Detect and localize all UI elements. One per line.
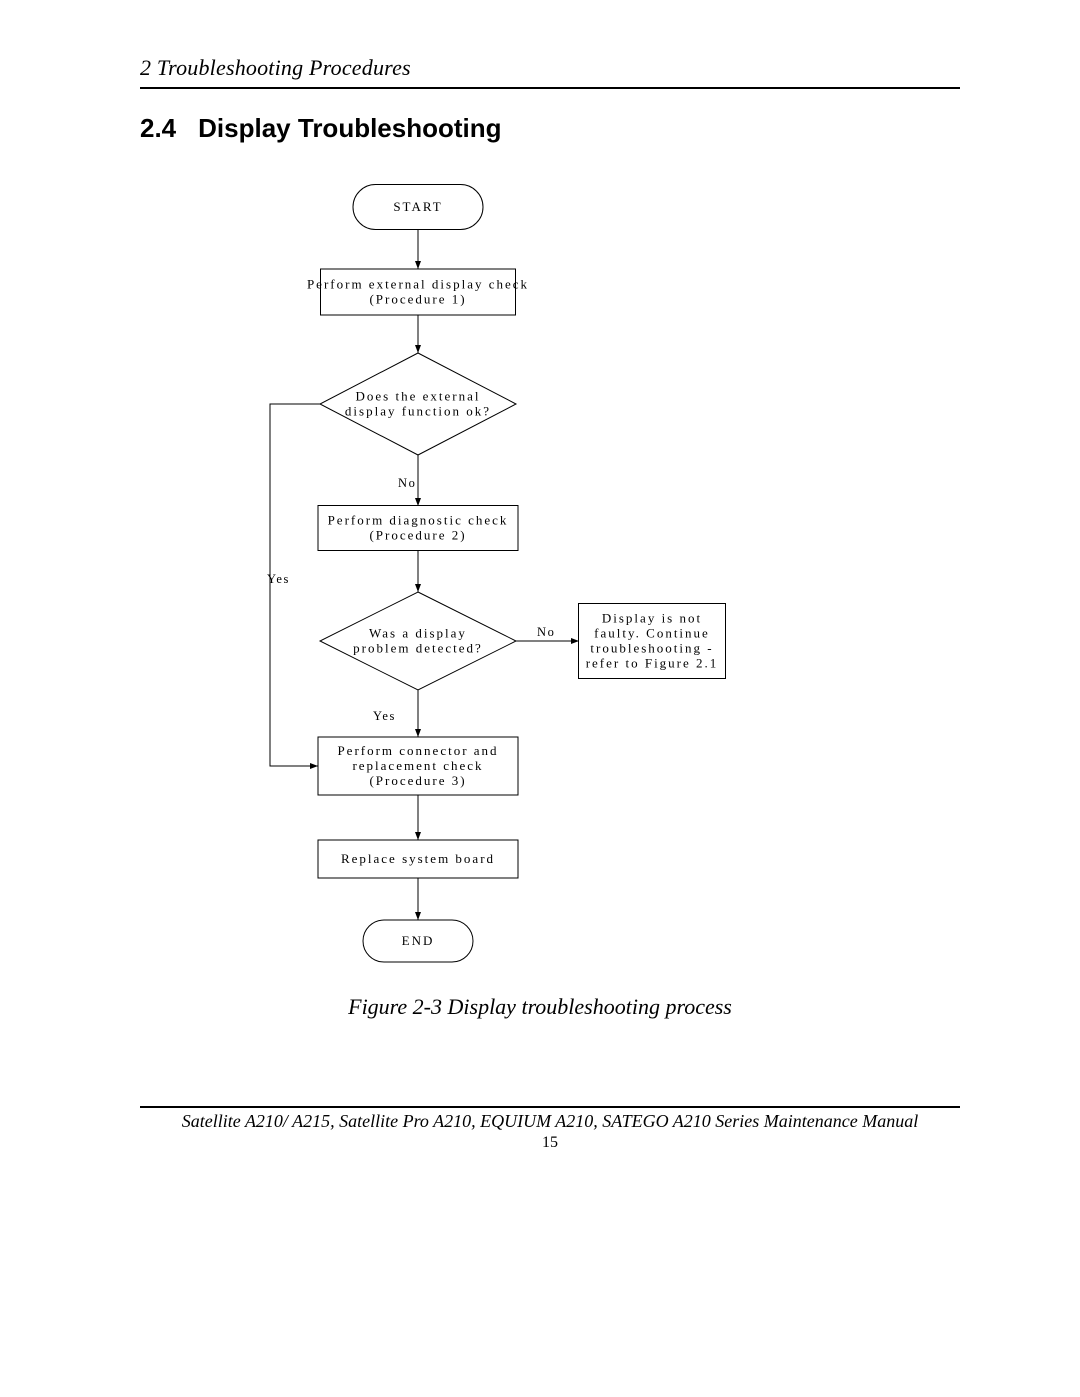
footer-rule: [140, 1106, 960, 1108]
svg-text:(Procedure 3): (Procedure 3): [369, 773, 466, 788]
footer-page-number: 15: [140, 1134, 960, 1152]
footer-line: Satellite A210/ A215, Satellite Pro A210…: [140, 1111, 960, 1132]
svg-text:Does the external: Does the external: [356, 389, 481, 404]
svg-text:Was a display: Was a display: [369, 626, 467, 641]
svg-text:display function ok?: display function ok?: [345, 404, 491, 419]
svg-text:(Procedure 1): (Procedure 1): [369, 292, 466, 307]
svg-text:Perform diagnostic check: Perform diagnostic check: [328, 513, 509, 528]
svg-text:Display is not: Display is not: [602, 611, 702, 626]
svg-text:START: START: [393, 199, 442, 214]
svg-text:No: No: [537, 625, 555, 639]
svg-text:troubleshooting -: troubleshooting -: [590, 641, 713, 656]
svg-text:END: END: [402, 933, 435, 948]
svg-text:No: No: [398, 476, 416, 490]
flowchart: STARTPerform external display check(Proc…: [0, 0, 1080, 1000]
svg-text:refer to Figure 2.1: refer to Figure 2.1: [586, 656, 719, 671]
svg-text:Perform external display check: Perform external display check: [307, 277, 529, 292]
svg-text:Perform connector and: Perform connector and: [337, 743, 498, 758]
svg-text:(Procedure 2): (Procedure 2): [369, 528, 466, 543]
svg-text:Yes: Yes: [267, 572, 290, 586]
page-footer: Satellite A210/ A215, Satellite Pro A210…: [140, 1098, 960, 1152]
page: 2 Troubleshooting Procedures 2.4Display …: [0, 0, 1080, 1397]
svg-text:Yes: Yes: [373, 709, 396, 723]
svg-text:replacement check: replacement check: [352, 758, 483, 773]
svg-text:faulty. Continue: faulty. Continue: [594, 626, 710, 641]
figure-caption: Figure 2-3 Display troubleshooting proce…: [0, 994, 1080, 1020]
svg-text:Replace system board: Replace system board: [341, 851, 495, 866]
svg-text:problem detected?: problem detected?: [353, 641, 483, 656]
